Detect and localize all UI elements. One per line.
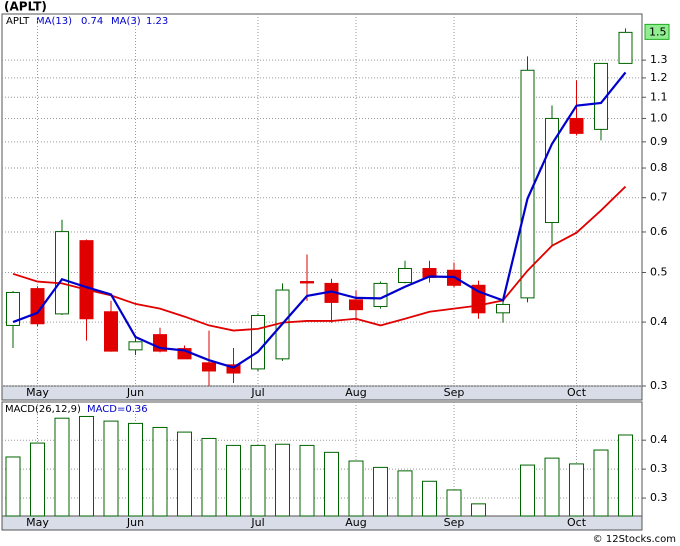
candle-body [251,315,265,370]
macd-label: MACD(26,12,9) [5,404,81,415]
candle-body [545,117,559,224]
legend-ma3-value: 1.23 [146,16,168,27]
bar [544,457,560,517]
bar [250,444,266,517]
bar [324,451,339,517]
bar [201,437,217,517]
bar [103,420,119,517]
bar [348,460,364,517]
y-tick-label: 0.7 [650,191,668,204]
y-tick-label: 0.3 [650,379,668,392]
last-value-box [644,23,670,40]
bar [593,449,609,517]
macd-month-bar [1,515,643,531]
bar [520,464,535,517]
y-tick-label: 0.5 [650,265,668,278]
credit: © 12Stocks.com [593,534,676,545]
x-tick-label: Sep [444,516,465,529]
price-month-bar [1,385,643,401]
x-tick-label: May [26,386,49,399]
bar [177,431,192,517]
candle-body [496,303,510,314]
bar [275,443,290,517]
bar [5,456,21,517]
y-tick-label: 1.1 [650,90,668,103]
x-tick-label: Oct [567,386,587,399]
y-tick-label: 0.8 [650,161,668,174]
x-tick-label: Jul [250,516,264,529]
y-tick-label: 1.0 [650,111,668,124]
bar [226,444,241,517]
bar [299,444,315,517]
macd-value: MACD=0.36 [87,404,148,415]
bar [79,415,94,517]
candle-body [300,281,314,284]
legend-symbol: APLT [6,16,30,27]
legend-ma13-value: 0.74 [81,16,103,27]
y-tick-label: 0.6 [650,225,668,238]
y-tick-label: 0.3 [650,462,668,475]
bar [569,463,584,517]
x-tick-label: Oct [567,516,587,529]
bar [446,489,462,517]
bar [618,434,633,517]
x-tick-label: Jun [126,516,144,529]
y-tick-label: 1.3 [650,53,668,66]
candle-body [569,117,584,134]
bar [152,426,168,517]
candle-body [104,311,118,352]
candle-body [398,268,412,283]
legend-ma3: MA(3) [111,16,141,27]
ma-line [12,185,627,332]
bar [471,503,486,517]
x-tick-label: Jul [250,386,264,399]
candle-body [6,291,20,326]
bar [373,466,388,517]
y-tick-label: 0.4 [650,315,668,328]
bar [54,417,70,517]
candle-body [618,31,633,64]
candle-body [128,341,143,351]
ticker: (APLT) [4,0,47,14]
y-tick-label: 1.2 [650,71,668,84]
candle-body [202,362,216,372]
x-tick-label: Jun [126,386,144,399]
ma-line [12,71,627,369]
y-tick-label: 0.3 [650,491,668,504]
x-tick-label: Sep [444,386,465,399]
legend-ma13: MA(13) [36,16,72,27]
candle-body [349,299,363,311]
x-tick-label: Aug [345,516,366,529]
x-tick-label: May [26,516,49,529]
y-tick-label: 0.9 [650,135,668,148]
candle-body [79,240,94,320]
candle-body [520,69,535,299]
bar [422,480,437,517]
last-value-label: 1.5 [649,25,667,38]
candle-body [55,231,69,315]
candle-body [373,282,388,308]
y-tick-label: 0.4 [650,433,668,446]
bar [30,442,45,517]
bar [397,470,413,517]
candle-body [226,364,241,374]
x-tick-label: Aug [345,386,366,399]
bar [128,422,143,517]
